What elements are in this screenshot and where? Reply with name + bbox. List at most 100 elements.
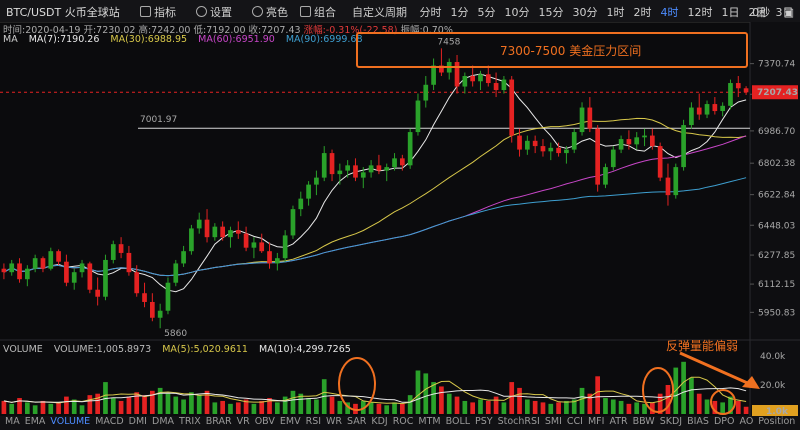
symbol-title[interactable]: BTC/USDT 火币全球站 — [6, 6, 120, 19]
volume-bar — [95, 393, 100, 414]
layout-button-label: 组合 — [314, 6, 336, 19]
volume-bar — [400, 403, 405, 414]
indicator-tab-volume[interactable]: VOLUME — [50, 416, 91, 427]
candle-body — [712, 104, 718, 112]
indicator-tab-dma[interactable]: DMA — [152, 416, 175, 427]
price-axis-label: 6112.15 — [758, 280, 795, 290]
candle-body — [579, 107, 585, 133]
indicator-tab-ma[interactable]: MA — [5, 416, 20, 427]
candle-body — [485, 74, 491, 84]
indicator-tab-obv[interactable]: OBV — [254, 416, 275, 427]
period-10[interactable]: 1日 — [721, 6, 740, 19]
indicator-tab-cci[interactable]: CCI — [566, 416, 583, 427]
indicator-tab-sar[interactable]: SAR — [347, 416, 367, 427]
indicator-tab-rsi[interactable]: RSI — [305, 416, 322, 427]
camera-icon[interactable]: ▣ — [783, 6, 794, 19]
current-price-label: 7207.43 — [757, 88, 798, 98]
candle-body — [665, 177, 671, 196]
indicator-tab-wr[interactable]: WR — [326, 416, 343, 427]
volume-bar — [165, 393, 171, 414]
period-6[interactable]: 1时 — [606, 6, 625, 19]
period-7[interactable]: 2时 — [633, 6, 652, 19]
indicator-button-label: 指标 — [154, 6, 176, 19]
settings-button[interactable]: 设置 — [196, 4, 232, 20]
candle-body — [634, 137, 640, 145]
indicator-tab-ao[interactable]: AO — [739, 416, 754, 427]
volume-bar — [571, 399, 577, 414]
candle-body — [157, 310, 163, 318]
volume-bar — [157, 387, 163, 414]
volume-current-badge — [752, 405, 798, 416]
volume-bar — [423, 373, 429, 414]
period-4[interactable]: 15分 — [538, 6, 564, 19]
current-price-badge — [752, 85, 798, 100]
indicator-tab-bbw[interactable]: BBW — [632, 416, 655, 427]
candle-body — [259, 242, 265, 252]
price-axis-label: 6622.84 — [758, 191, 795, 201]
candle-body — [556, 147, 561, 154]
period-0[interactable]: 分时 — [419, 6, 442, 19]
indicator-tab-brar[interactable]: BRAR — [205, 416, 232, 427]
light-theme-button[interactable]: 亮色 — [252, 4, 288, 20]
ma90-line — [3, 177, 747, 277]
period-12[interactable]: 3日 — [775, 6, 794, 19]
indicator-tab-skdj[interactable]: SKDJ — [659, 416, 683, 427]
period-9[interactable]: 12时 — [687, 6, 713, 19]
volume-ma10: MA(10):4,299.7265 — [259, 344, 351, 355]
indicator-tab-atr[interactable]: ATR — [609, 416, 628, 427]
candle-body — [212, 226, 218, 238]
period-8[interactable]: 4时 — [660, 6, 679, 19]
indicator-tab-position[interactable]: Position — [758, 416, 796, 427]
volume-ma5-line — [3, 376, 747, 405]
low-label: 5860 — [164, 329, 187, 339]
support-level-label: 7001.97 — [140, 115, 177, 125]
volume-bar — [735, 400, 741, 414]
indicator-tab-trix[interactable]: TRIX — [179, 416, 201, 427]
candle-body — [103, 259, 108, 297]
period-5[interactable]: 30分 — [572, 6, 598, 19]
candle-body — [126, 252, 132, 273]
indicator-tab-roc[interactable]: ROC — [392, 416, 414, 427]
period-3[interactable]: 10分 — [504, 6, 530, 19]
period-11[interactable]: 2日 — [748, 6, 767, 19]
volume-bar — [415, 370, 421, 414]
trend-arrow-head — [742, 376, 760, 389]
indicator-tab-boll[interactable]: BOLL — [445, 416, 471, 427]
volume-legend: VOLUME VOLUME:1,005.8973 MA(5):5,020.961… — [3, 344, 359, 355]
indicator-tab-kdj[interactable]: KDJ — [371, 416, 388, 427]
volume-bar — [704, 399, 710, 414]
candle-body — [64, 261, 69, 283]
candle-body — [478, 74, 483, 82]
ma90-value: MA(90):6999.68 — [285, 34, 363, 45]
indicator-tab-mtm[interactable]: MTM — [418, 416, 441, 427]
indicator-tab-psy[interactable]: PSY — [475, 416, 493, 427]
indicator-tab-stochrsi[interactable]: StochRSI — [497, 416, 540, 427]
candle-body — [321, 153, 327, 178]
indicator-tab-ema[interactable]: EMA — [24, 416, 46, 427]
candle-body — [728, 83, 733, 106]
volume-bar — [48, 403, 54, 414]
custom-period-button[interactable]: 自定义周期 — [352, 6, 407, 19]
period-2[interactable]: 5分 — [477, 6, 496, 19]
volume-bar — [657, 393, 663, 414]
ohlc-close: 收:7207.43 — [248, 25, 301, 36]
volume-bar — [110, 398, 116, 414]
indicator-tab-dmi[interactable]: DMI — [128, 416, 147, 427]
volume-bar — [603, 398, 608, 414]
period-1[interactable]: 1分 — [450, 6, 469, 19]
candle-body — [704, 104, 710, 115]
indicator-tab-mfi[interactable]: MFI — [587, 416, 605, 427]
candle-body — [32, 258, 38, 269]
indicator-tab-vr[interactable]: VR — [236, 416, 250, 427]
indicator-tab-macd[interactable]: MACD — [95, 416, 124, 427]
candle-body — [392, 158, 397, 168]
indicator-tab-emv[interactable]: EMV — [279, 416, 301, 427]
candle-body — [353, 165, 358, 178]
indicator-tab-smi[interactable]: SMI — [544, 416, 562, 427]
indicator-tab-bias[interactable]: BIAS — [687, 416, 709, 427]
indicator-button[interactable]: 指标 — [140, 4, 176, 20]
indicator-tab-dpo[interactable]: DPO — [713, 416, 735, 427]
volume-bar — [626, 403, 632, 414]
layout-button[interactable]: 组合 — [300, 4, 336, 20]
